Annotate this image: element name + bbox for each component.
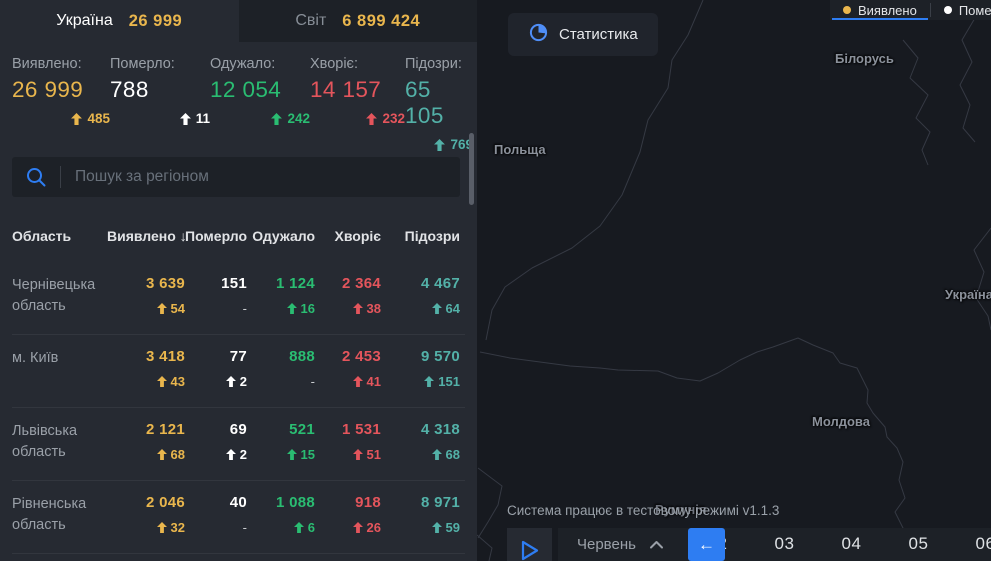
map-tab-deaths[interactable]: Померло xyxy=(931,0,991,20)
stat-recovered-delta: 242 xyxy=(210,111,310,126)
region-name: Рівненська область xyxy=(12,496,87,534)
col-sick[interactable]: Хворіє xyxy=(334,228,381,244)
map-tab-deaths-label: Померло xyxy=(958,2,991,18)
system-test-note: Система працює в тестовому режимі v1.1.3 xyxy=(507,503,780,518)
tab-ukraine-label: Україна xyxy=(56,12,113,29)
map-label-poland: Польща xyxy=(494,142,546,157)
arrow-up-icon xyxy=(434,139,445,151)
col-region[interactable]: Область xyxy=(12,228,72,244)
timeline-day[interactable]: 04 xyxy=(841,534,862,553)
map-label-moldova: Молдова xyxy=(812,414,870,429)
left-arrow-icon: ← xyxy=(698,534,715,554)
col-recovered[interactable]: Одужало xyxy=(252,228,315,244)
map-label-belarus: Білорусь xyxy=(835,51,894,66)
map-panel: Білорусь Польща Україна Молдова Румунія … xyxy=(477,0,991,561)
map-border-lines xyxy=(477,0,991,561)
col-deaths[interactable]: Померло xyxy=(185,228,248,244)
stat-confirmed: Виявлено: 26 999 485 xyxy=(12,56,110,152)
panel-scrollbar[interactable] xyxy=(469,133,474,205)
stat-deaths-label: Померло: xyxy=(110,56,175,72)
stat-deaths: Померло: 788 11 xyxy=(110,56,210,152)
timeline-day[interactable]: 03 xyxy=(774,534,795,553)
stat-deaths-value: 788 xyxy=(110,77,149,102)
stat-sick-label: Хворіє: xyxy=(310,56,358,72)
stat-sick-delta: 232 xyxy=(310,111,405,126)
stat-recovered: Одужало: 12 054 242 xyxy=(210,56,310,152)
timeline-day[interactable]: 06 xyxy=(975,534,991,553)
stat-confirmed-value: 26 999 xyxy=(12,77,84,102)
stat-recovered-label: Одужало: xyxy=(210,56,276,72)
table-row[interactable]: м. Київ 3 418 43 77 2 888- 2 453 41 9 570 15… xyxy=(12,335,465,408)
white-dot-icon xyxy=(943,6,952,14)
table-row[interactable]: Рівненська область 2 046 32 40- 1 088 6 91… xyxy=(12,481,465,554)
tab-ukraine-value: 26 999 xyxy=(128,11,183,30)
play-icon xyxy=(521,540,538,561)
stat-sick: Хворіє: 14 157 232 xyxy=(310,56,405,152)
timeline-day[interactable]: 05 xyxy=(908,534,929,553)
stat-suspicion-value: 65 105 xyxy=(405,77,444,128)
pie-chart-icon xyxy=(528,22,549,48)
map-label-ukraine: Україна xyxy=(945,287,991,302)
stat-suspicion-delta: 769 xyxy=(405,137,473,152)
chevron-up-icon xyxy=(649,541,663,549)
region-search xyxy=(12,157,460,197)
region-name: Львівська область xyxy=(12,423,78,461)
tab-world-label: Світ xyxy=(295,12,327,29)
statistics-button-label: Статистика xyxy=(559,26,638,43)
stat-deaths-delta: 11 xyxy=(110,111,210,126)
table-header: Область Виявлено ↓ Померло Одужало Хворі… xyxy=(12,228,465,244)
map-tab-confirmed[interactable]: Виявлено xyxy=(830,0,930,20)
tab-world-value: 6 899 424 xyxy=(342,11,421,30)
country-tabs: Україна 26 999 Світ 6 899 424 xyxy=(0,0,477,42)
region-table: Чернівецька область 3 639 54 151- 1 124 16… xyxy=(12,262,465,554)
stat-confirmed-delta: 485 xyxy=(12,111,110,126)
stat-recovered-value: 12 054 xyxy=(210,77,282,102)
col-confirmed[interactable]: Виявлено ↓ xyxy=(107,228,187,244)
table-row[interactable]: Чернівецька область 3 639 54 151- 1 124 16… xyxy=(12,262,465,335)
map-label-romania: Румунія xyxy=(655,502,707,517)
search-divider xyxy=(60,166,61,188)
arrow-up-icon xyxy=(366,113,377,125)
timeline-scroll-left-button[interactable]: ← xyxy=(688,528,725,561)
search-input[interactable] xyxy=(61,168,460,186)
left-panel: Україна 26 999 Світ 6 899 424 Виявлено: … xyxy=(0,0,477,561)
map-layer-tabs: Виявлено Померло xyxy=(830,0,991,20)
table-row[interactable]: Львівська область 2 121 68 69 2 521 15 1 53… xyxy=(12,408,465,481)
map-tab-confirmed-label: Виявлено xyxy=(858,2,917,18)
timeline-play-button[interactable] xyxy=(507,528,552,561)
arrow-up-icon xyxy=(271,113,282,125)
stat-suspicion: Підозри: 65 105 769 xyxy=(405,56,473,152)
search-icon xyxy=(12,166,60,188)
arrow-up-icon xyxy=(71,113,82,125)
yellow-dot-icon xyxy=(843,6,851,14)
month-selector[interactable]: Червень xyxy=(577,528,664,561)
region-name: м. Київ xyxy=(12,350,59,366)
summary-stats: Виявлено: 26 999 485 Померло: 788 11 Оду… xyxy=(12,56,473,152)
tab-world[interactable]: Світ 6 899 424 xyxy=(238,0,477,42)
region-name: Чернівецька область xyxy=(12,277,96,315)
tab-divider xyxy=(929,3,931,17)
timeline: Червень 02 03 04 05 06 ← xyxy=(558,528,991,561)
arrow-up-icon xyxy=(180,113,191,125)
statistics-button[interactable]: Статистика xyxy=(508,13,658,56)
sort-desc-icon: ↓ xyxy=(179,228,187,244)
col-suspicion[interactable]: Підозри xyxy=(404,228,460,244)
stat-sick-value: 14 157 xyxy=(310,77,382,102)
stat-suspicion-label: Підозри: xyxy=(405,56,462,72)
timeline-days: 02 03 04 05 06 xyxy=(684,528,991,561)
stat-confirmed-label: Виявлено: xyxy=(12,56,82,72)
month-label: Червень xyxy=(577,536,636,553)
tab-ukraine[interactable]: Україна 26 999 xyxy=(0,0,239,42)
